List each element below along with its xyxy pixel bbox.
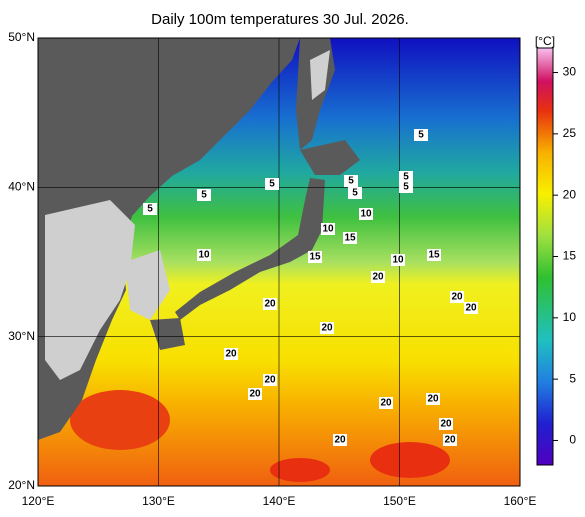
contour-label-bg (443, 434, 457, 446)
contour-label-bg (224, 348, 238, 360)
warm-patch (370, 442, 450, 478)
contour-label: 20 (334, 435, 346, 446)
lon-tick-label: 140°E (263, 494, 296, 508)
colorbar-tick-label: 20 (563, 187, 577, 201)
contour-label: 20 (264, 299, 276, 310)
contour-label-bg (321, 223, 335, 235)
contour-label: 5 (403, 182, 409, 193)
contour-label: 5 (201, 190, 207, 201)
contour-label: 20 (440, 419, 452, 430)
contour-label: 20 (427, 394, 439, 405)
contour-label-bg (348, 187, 362, 199)
contour-label: 20 (451, 292, 463, 303)
lon-tick-label: 160°E (504, 494, 537, 508)
contour-label-bg (399, 181, 413, 193)
contour-label-bg (197, 249, 211, 261)
contour-label-bg (399, 171, 413, 183)
lon-tick-label: 120°E (22, 494, 55, 508)
title: Daily 100m temperatures 30 Jul. 2026. (151, 11, 409, 28)
lat-tick-label: 50°N (8, 30, 35, 44)
contour-label: 5 (269, 179, 275, 190)
contour-label: 20 (321, 323, 333, 334)
contour-label: 5 (403, 172, 409, 183)
contour-label: 5 (352, 188, 358, 199)
contour-label-bg (263, 298, 277, 310)
contour-label-bg (426, 393, 440, 405)
contour-label-bg (427, 249, 441, 261)
contour-label: 20 (380, 398, 392, 409)
contour-label-bg (333, 434, 347, 446)
contour-label: 5 (147, 204, 153, 215)
contour-label: 15 (428, 250, 440, 261)
colorbar-tick-label: 25 (563, 126, 577, 140)
contour-label-bg (414, 129, 428, 141)
contour-label: 10 (322, 224, 334, 235)
colorbar-tick-label: 0 (569, 433, 576, 447)
colorbar-unit: [°C] (535, 34, 555, 48)
lat-tick-label: 40°N (8, 180, 35, 194)
lat-tick-label: 20°N (8, 478, 35, 492)
contour-label-bg (265, 178, 279, 190)
contour-label-bg (391, 254, 405, 266)
contour-label: 5 (348, 176, 354, 187)
contour-label-bg (248, 388, 262, 400)
contour-label: 20 (264, 375, 276, 386)
contour-label: 10 (392, 255, 404, 266)
contour-label-bg (343, 232, 357, 244)
contour-label-bg (197, 189, 211, 201)
hokkaido (300, 140, 360, 175)
contour-label: 20 (225, 349, 237, 360)
colorbar-tick-label: 15 (563, 249, 577, 263)
colorbar-tick-label: 5 (569, 371, 576, 385)
contour-label-bg (359, 208, 373, 220)
warm-patch (270, 458, 330, 482)
contour-label-bg (450, 291, 464, 303)
lon-tick-label: 130°E (142, 494, 175, 508)
lon-tick-label: 150°E (383, 494, 416, 508)
colorbar-tick-label: 30 (563, 65, 577, 79)
contour-label-bg (464, 302, 478, 314)
contour-label: 10 (360, 209, 372, 220)
contour-label: 20 (465, 303, 477, 314)
contour-label: 5 (418, 130, 424, 141)
contour-label-bg (143, 203, 157, 215)
honshu (175, 178, 325, 320)
contour-label-bg (344, 175, 358, 187)
contour-label-bg (371, 271, 385, 283)
ice-land (310, 50, 330, 100)
contour-label: 20 (444, 435, 456, 446)
continent (38, 38, 300, 440)
colorbar-tick-label: 10 (563, 310, 577, 324)
contour-label-bg (320, 322, 334, 334)
contour-label-bg (263, 374, 277, 386)
warm-patch (70, 390, 170, 450)
colorbar (536, 47, 554, 466)
contour-label: 20 (249, 389, 261, 400)
contour-label: 20 (372, 272, 384, 283)
contour-label: 10 (198, 250, 210, 261)
contour-label-bg (379, 397, 393, 409)
land-light (45, 200, 135, 380)
contour-label-bg (308, 251, 322, 263)
lat-tick-label: 30°N (8, 329, 35, 343)
contour-label: 15 (344, 233, 356, 244)
contour-label-bg (439, 418, 453, 430)
contour-label: 15 (309, 252, 321, 263)
